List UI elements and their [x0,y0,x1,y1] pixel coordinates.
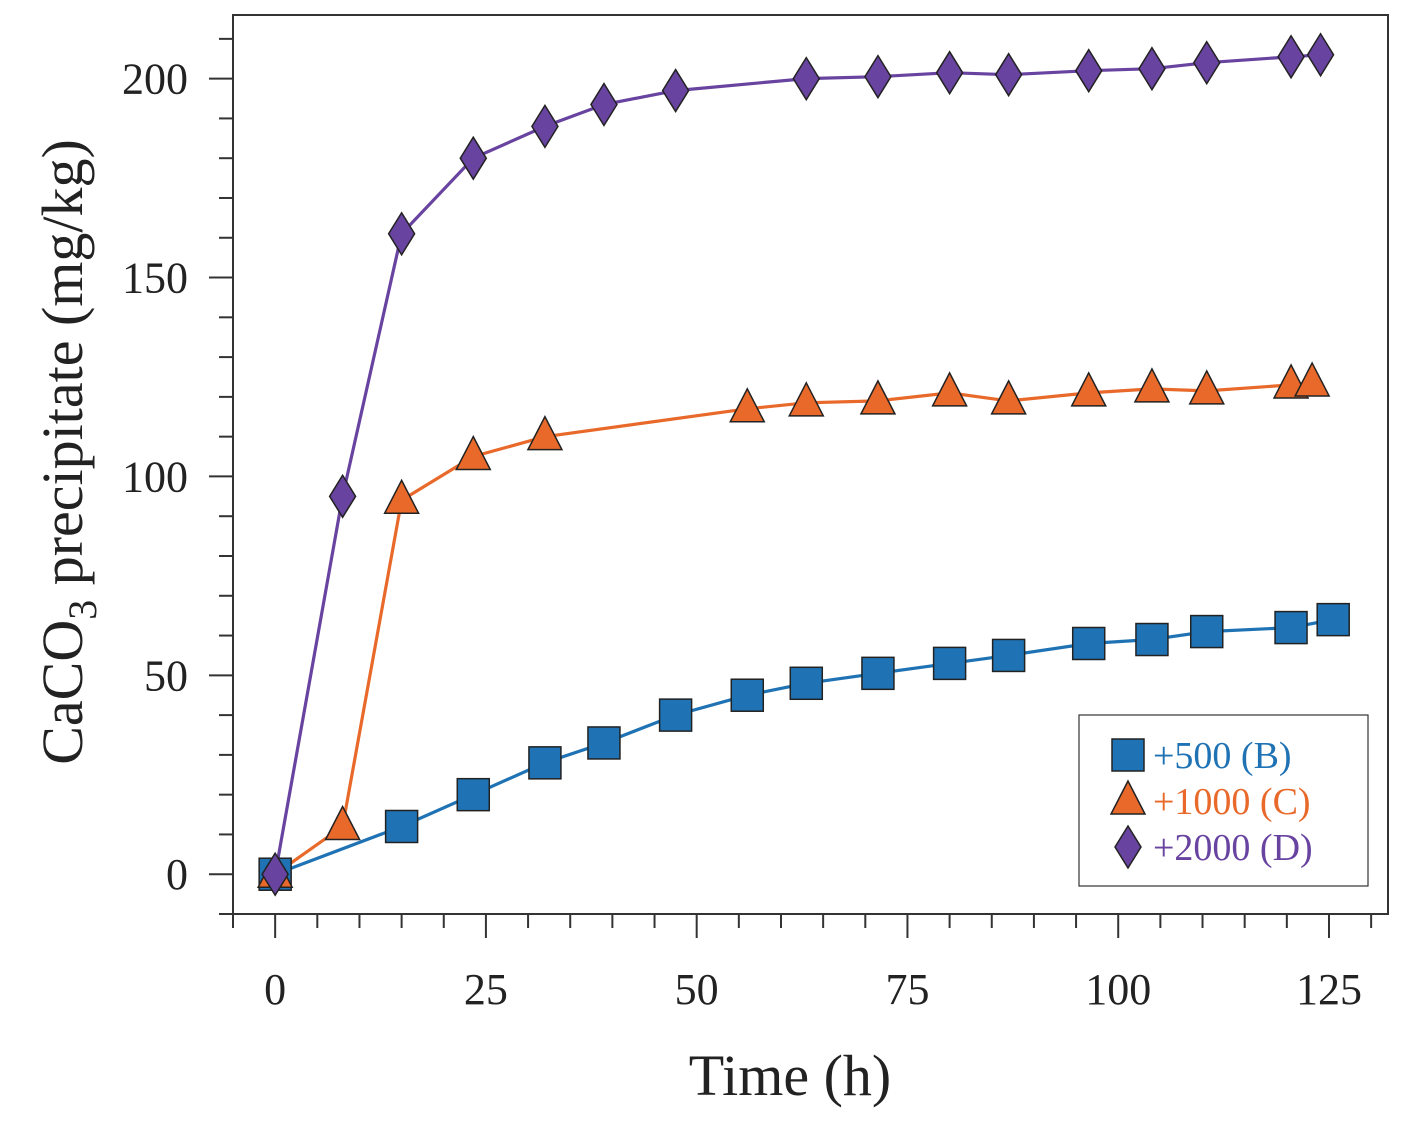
data-point-triangle [1293,361,1331,397]
data-point-triangle [931,371,968,407]
series-markers [256,32,1350,897]
data-point-triangle [455,434,492,471]
data-point-diamond [661,68,690,114]
data-point-square [1316,602,1350,637]
plot-area-border [232,14,1389,915]
plot-frame [232,14,1389,915]
data-point-square [730,678,765,712]
y-tick-label: 100 [122,452,188,501]
data-point-diamond [1074,48,1103,94]
y-tick-label: 50 [144,651,188,700]
data-point-diamond [935,50,964,96]
data-point-diamond [864,54,892,100]
data-point-square [456,777,491,812]
data-point-diamond [387,211,416,257]
y-axis-title: CaCO3 precipitate (mg/kg) [30,139,105,765]
x-tick-label: 75 [885,965,929,1014]
x-axis-title: Time (h) [689,1043,892,1108]
legend-marker-square [1111,738,1145,772]
legend: +500 (B)+1000 (C)+2000 (D) [1078,714,1369,887]
data-point-square [861,656,895,691]
data-point-diamond [590,82,618,127]
data-point-diamond [531,103,559,149]
data-point-square [1135,622,1169,657]
data-point-triangle [788,381,825,417]
data-point-triangle [1070,371,1107,407]
data-point-square [1071,626,1106,661]
data-point-square [932,646,967,681]
data-point-square [991,638,1026,673]
data-point-diamond [1192,40,1221,86]
data-point-triangle [526,415,564,451]
legend-marker-diamond [1114,824,1142,870]
legend-label: +2000 (D) [1153,827,1313,869]
data-point-diamond [459,135,488,181]
series-line-diamond [273,53,1321,875]
legend-label: +1000 (C) [1153,781,1311,823]
y-tick-label: 0 [166,850,188,899]
data-point-diamond [1306,32,1335,78]
data-point-triangle [859,379,897,415]
data-point-diamond [328,473,357,519]
axis-ticks: 0 25 50 75 100 125 0 50 100 150 200 [122,37,1373,1014]
data-point-diamond [994,52,1023,98]
data-point-triangle [990,379,1027,415]
data-point-square [587,726,621,760]
x-tick-label: 50 [675,965,719,1014]
data-point-triangle [324,804,361,841]
data-point-triangle [729,387,766,423]
data-point-triangle [1188,369,1225,405]
y-tick-label: 200 [122,55,188,104]
y-axis-title-main: CaCO [30,620,95,765]
data-point-square [1189,614,1224,649]
x-tick-label: 100 [1085,965,1151,1014]
data-point-triangle [1133,367,1171,403]
data-point-square [384,809,419,844]
data-point-square [1274,610,1308,645]
x-tick-label: 125 [1296,965,1362,1014]
x-tick-label: 25 [464,965,508,1014]
data-point-diamond [261,851,290,897]
y-axis-title-rest: precipitate (mg/kg) [30,139,95,600]
series-line-square [274,618,1334,876]
data-point-square [528,746,562,780]
data-point-square [658,698,693,732]
data-point-square [789,666,824,701]
y-tick-label: 150 [122,254,188,303]
data-point-diamond [1138,46,1166,92]
legend-label: +500 (B) [1153,735,1292,777]
x-tick-label: 0 [264,965,286,1014]
data-point-diamond [792,56,821,102]
data-point-diamond [1277,34,1305,80]
y-axis-title-subscript: 3 [60,600,105,620]
data-point-triangle [383,478,420,515]
legend-marker-triangle [1109,779,1147,815]
